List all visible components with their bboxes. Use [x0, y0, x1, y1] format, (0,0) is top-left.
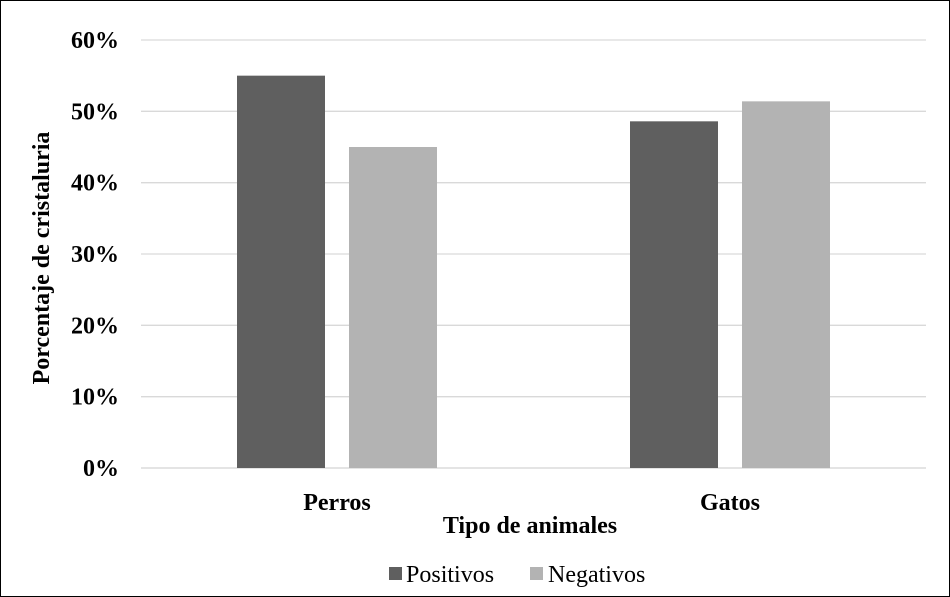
legend-swatch-positivos — [389, 567, 402, 580]
bar-positivos-perros — [237, 75, 325, 469]
y-tick-label: 30% — [71, 242, 119, 268]
bar-positivos-gatos — [630, 121, 718, 468]
x-tick-label: Gatos — [700, 490, 760, 516]
y-tick-label: 60% — [71, 28, 119, 54]
bar-negativos-perros — [349, 147, 437, 468]
legend-label-negativos: Negativos — [548, 562, 645, 588]
y-axis-tick-labels: 0% 10% 20% 30% 40% 50% 60% — [71, 28, 119, 482]
x-tick-label: Perros — [303, 490, 371, 516]
bar-negativos-gatos — [742, 101, 830, 468]
y-tick-label: 50% — [71, 99, 119, 125]
legend-label-positivos: Positivos — [406, 562, 494, 588]
legend: Positivos Negativos — [389, 562, 645, 588]
x-axis-title: Tipo de animales — [443, 513, 617, 539]
y-tick-label: 0% — [83, 456, 119, 482]
y-axis-title: Porcentaje de cristaluria — [29, 132, 55, 385]
bars — [237, 75, 830, 469]
x-axis-tick-labels: Perros Gatos — [303, 490, 760, 516]
y-tick-label: 20% — [71, 313, 119, 339]
y-tick-label: 10% — [71, 385, 119, 411]
y-tick-label: 40% — [71, 171, 119, 197]
legend-swatch-negativos — [530, 567, 543, 580]
